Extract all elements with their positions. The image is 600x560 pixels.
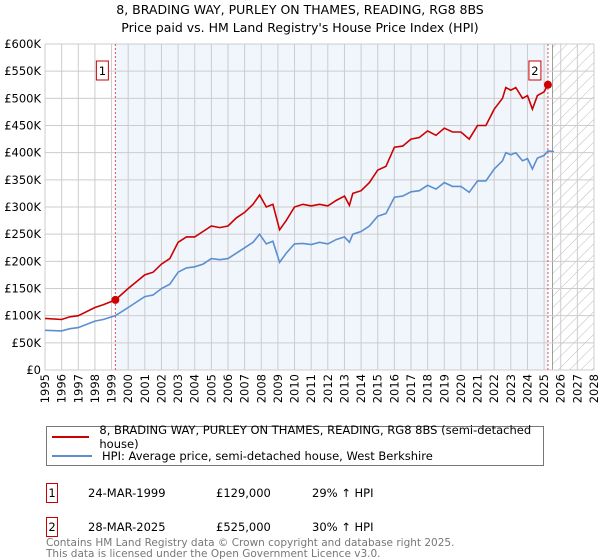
x-tick-label: 2002 — [154, 374, 168, 403]
sale-label-box — [95, 60, 109, 81]
x-tick-label: 2025 — [537, 374, 551, 403]
x-tick-label: 2015 — [371, 374, 385, 403]
x-tick-label: 2000 — [121, 374, 135, 403]
sale-point — [543, 80, 552, 89]
x-tick-label: 2001 — [138, 374, 152, 403]
footer-line: This data is licensed under the Open Gov… — [46, 548, 381, 560]
hpi-line — [44, 150, 555, 332]
x-tick-label: 1996 — [55, 374, 69, 403]
y-tick-label: £600K — [4, 37, 41, 51]
x-tick-label: 2018 — [421, 374, 435, 403]
x-tick-label: 2014 — [354, 374, 368, 403]
sale-point — [111, 295, 120, 304]
x-tick-label: 2003 — [171, 374, 185, 403]
y-tick-label: £0 — [26, 363, 41, 377]
x-tick-label: 2007 — [238, 374, 252, 403]
y-tick-label: £500K — [4, 91, 41, 105]
blue-line-swatch — [52, 454, 92, 457]
sale-label-box — [528, 60, 542, 81]
x-tick-label: 1995 — [38, 374, 52, 403]
y-tick-label: £550K — [4, 64, 41, 78]
x-tick-label: 2016 — [387, 374, 401, 403]
x-tick-label: 2027 — [570, 374, 584, 403]
y-tick-label: £150K — [4, 282, 41, 296]
y-tick-label: £200K — [4, 254, 41, 268]
footer: Contains HM Land Registry data © Crown c… — [46, 538, 454, 560]
property-price-line — [44, 84, 549, 321]
sale-label: 2 — [531, 64, 538, 78]
x-tick-label: 2019 — [437, 374, 451, 403]
x-tick-label: 1999 — [105, 374, 119, 403]
price-chart: 8, BRADING WAY, PURLEY ON THAMES, READIN… — [4, 2, 600, 403]
x-tick-label: 2024 — [520, 374, 534, 403]
y-tick-label: £400K — [4, 146, 41, 160]
chart-subtitle: Price paid vs. HM Land Registry's House … — [121, 20, 478, 35]
x-tick-label: 2006 — [221, 374, 235, 403]
x-tick-label: 2010 — [288, 374, 302, 403]
sale-row-2: 2 28-MAR-2025 £525,000 30% ↑ HPI — [46, 516, 373, 538]
sale-badge: 1 — [46, 483, 58, 503]
sale-price: £129,000 — [216, 486, 271, 500]
x-tick-label: 1998 — [88, 374, 102, 403]
legend-item-hpi: HPI: Average price, semi-detached house,… — [47, 446, 543, 465]
x-tick-label: 2023 — [504, 374, 518, 403]
x-tick-label: 2009 — [271, 374, 285, 403]
x-tick-label: 2028 — [587, 374, 600, 403]
sale-date: 28-MAR-2025 — [88, 520, 166, 534]
x-tick-label: 2022 — [487, 374, 501, 403]
sale-row-1: 1 24-MAR-1999 £129,000 29% ↑ HPI — [46, 482, 373, 504]
legend-label: 8, BRADING WAY, PURLEY ON THAMES, READIN… — [99, 422, 532, 451]
sale-label: 1 — [99, 64, 106, 78]
y-tick-label: £100K — [4, 309, 41, 323]
y-tick-label: £450K — [4, 119, 41, 133]
x-tick-label: 2005 — [204, 374, 218, 403]
legend: 8, BRADING WAY, PURLEY ON THAMES, READIN… — [46, 423, 544, 466]
chart-title: 8, BRADING WAY, PURLEY ON THAMES, READIN… — [116, 2, 484, 17]
x-tick-label: 2026 — [554, 374, 568, 403]
y-tick-label: £350K — [4, 173, 41, 187]
y-tick-label: £50K — [12, 336, 42, 350]
y-tick-label: £250K — [4, 227, 41, 241]
footer-line: Contains HM Land Registry data © Crown c… — [46, 537, 455, 549]
red-line-swatch — [52, 435, 90, 438]
x-tick-label: 2012 — [321, 374, 335, 403]
x-tick-label: 2013 — [337, 374, 351, 403]
sale-hpi: 30% ↑ HPI — [312, 520, 374, 534]
sale-hpi: 29% ↑ HPI — [312, 486, 374, 500]
x-tick-label: 2021 — [471, 374, 485, 403]
x-tick-label: 2004 — [188, 374, 202, 403]
x-tick-label: 1997 — [71, 374, 85, 403]
y-tick-label: £300K — [4, 200, 41, 214]
sale-date: 24-MAR-1999 — [88, 486, 166, 500]
x-tick-label: 2011 — [304, 374, 318, 403]
x-tick-label: 2020 — [454, 374, 468, 403]
sale-price: £525,000 — [216, 520, 271, 534]
legend-item-property: 8, BRADING WAY, PURLEY ON THAMES, READIN… — [47, 423, 543, 451]
sale-badge: 2 — [46, 517, 58, 537]
x-tick-label: 2008 — [254, 374, 268, 403]
legend-label: HPI: Average price, semi-detached house,… — [102, 448, 433, 463]
x-tick-label: 2017 — [404, 374, 418, 403]
